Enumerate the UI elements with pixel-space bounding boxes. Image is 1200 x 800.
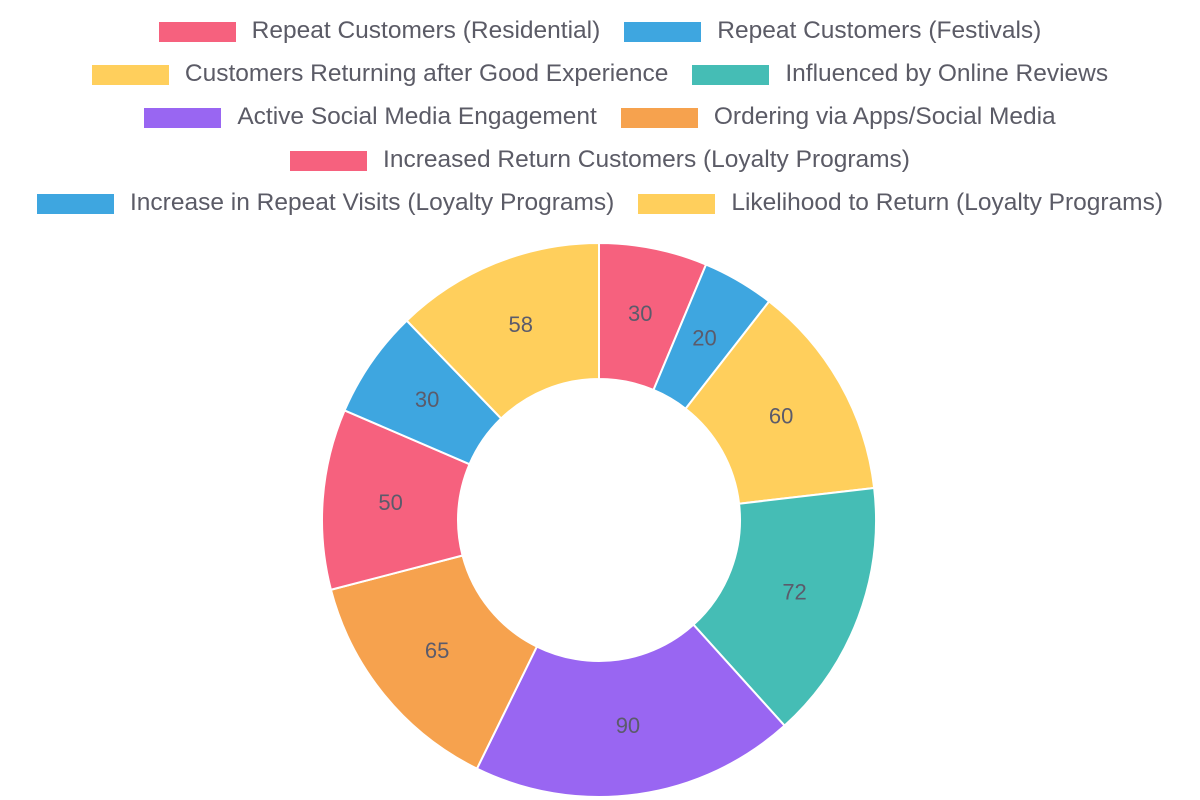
svg-text:58: 58 bbox=[509, 312, 533, 337]
svg-text:72: 72 bbox=[782, 580, 806, 605]
svg-text:60: 60 bbox=[769, 403, 793, 428]
svg-text:90: 90 bbox=[616, 713, 640, 738]
svg-text:65: 65 bbox=[425, 638, 449, 663]
svg-text:50: 50 bbox=[378, 490, 402, 515]
svg-text:30: 30 bbox=[628, 301, 652, 326]
svg-text:30: 30 bbox=[415, 387, 439, 412]
svg-text:20: 20 bbox=[692, 325, 716, 350]
